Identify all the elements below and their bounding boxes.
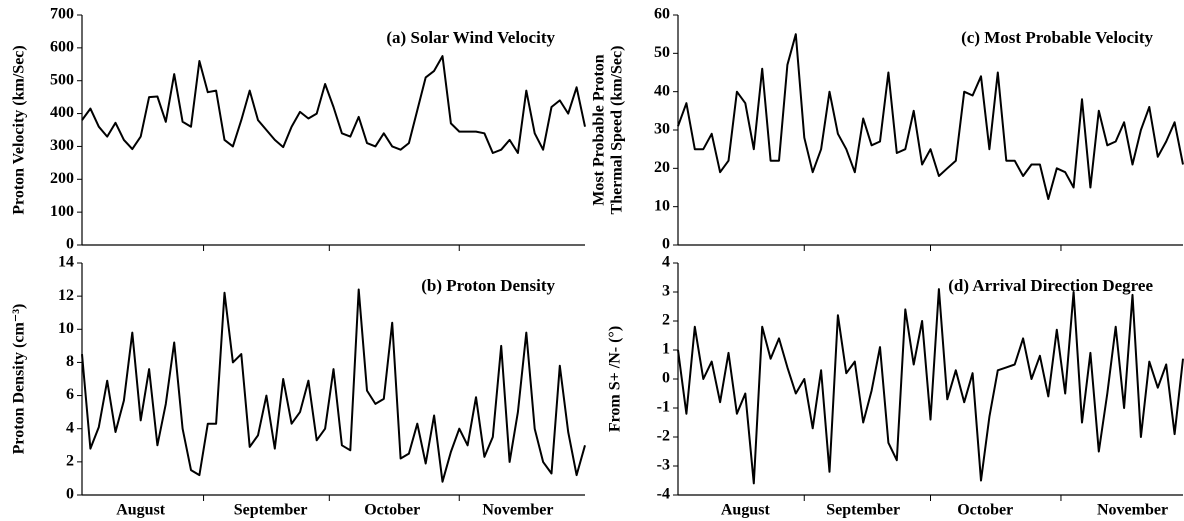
x-tick-label: November: [1097, 502, 1168, 519]
y-tick-label: -2: [657, 428, 670, 445]
x-tick-label: October: [364, 502, 420, 519]
panel-title: (a) Solar Wind Velocity: [386, 28, 555, 47]
y-tick-label: 14: [58, 254, 74, 271]
x-tick-label: September: [234, 502, 308, 519]
y-tick-label: 6: [66, 386, 74, 403]
y-tick-label: -4: [657, 486, 670, 503]
y-tick-label: 12: [58, 287, 74, 304]
y-tick-label: 20: [654, 159, 670, 176]
panel-title: (c) Most Probable Velocity: [961, 28, 1153, 47]
data-line: [677, 33, 1184, 200]
y-tick-label: -1: [657, 399, 670, 416]
y-tick-label: 4: [66, 419, 74, 436]
y-axis-label: Proton Velocity (km/Sec): [11, 45, 28, 214]
x-tick-label: August: [116, 502, 166, 519]
y-tick-label: 0: [662, 370, 670, 387]
y-tick-label: 2: [66, 453, 74, 470]
y-tick-label: 600: [50, 39, 74, 56]
y-tick-label: 2: [662, 312, 670, 329]
y-tick-label: 1: [662, 341, 670, 358]
data-line: [81, 55, 586, 154]
y-tick-label: 4: [662, 254, 670, 271]
y-tick-label: 8: [66, 353, 74, 370]
y-tick-label: 200: [50, 170, 74, 187]
y-tick-label: 300: [50, 137, 74, 154]
y-tick-label: 400: [50, 104, 74, 121]
y-tick-label: 700: [50, 6, 74, 23]
y-tick-label: 3: [662, 283, 670, 300]
y-tick-label: -3: [657, 457, 670, 474]
y-tick-label: 0: [66, 486, 74, 503]
y-axis-label: Proton Density (cm⁻³): [11, 304, 28, 455]
y-tick-label: 0: [662, 236, 670, 253]
panel-title: (d) Arrival Direction Degree: [948, 276, 1153, 295]
x-tick-label: September: [826, 502, 900, 519]
y-axis-label: Most Probable Proton: [591, 54, 608, 206]
x-tick-label: October: [957, 502, 1013, 519]
y-tick-label: 500: [50, 71, 74, 88]
x-tick-label: August: [721, 502, 771, 519]
data-line: [81, 288, 586, 483]
y-tick-label: 10: [58, 320, 74, 337]
y-tick-label: 50: [654, 44, 670, 61]
y-tick-label: 60: [654, 6, 670, 23]
y-tick-label: 30: [654, 121, 670, 138]
y-axis-label: Thermal Speed (km/Sec): [609, 46, 626, 215]
y-tick-label: 40: [654, 82, 670, 99]
y-tick-label: 0: [66, 236, 74, 253]
y-tick-label: 10: [654, 197, 670, 214]
y-axis-label: From S+ /N- (°): [607, 326, 624, 432]
panel-title: (b) Proton Density: [421, 276, 555, 295]
y-tick-label: 100: [50, 203, 74, 220]
x-tick-label: November: [482, 502, 553, 519]
data-line: [677, 288, 1184, 485]
